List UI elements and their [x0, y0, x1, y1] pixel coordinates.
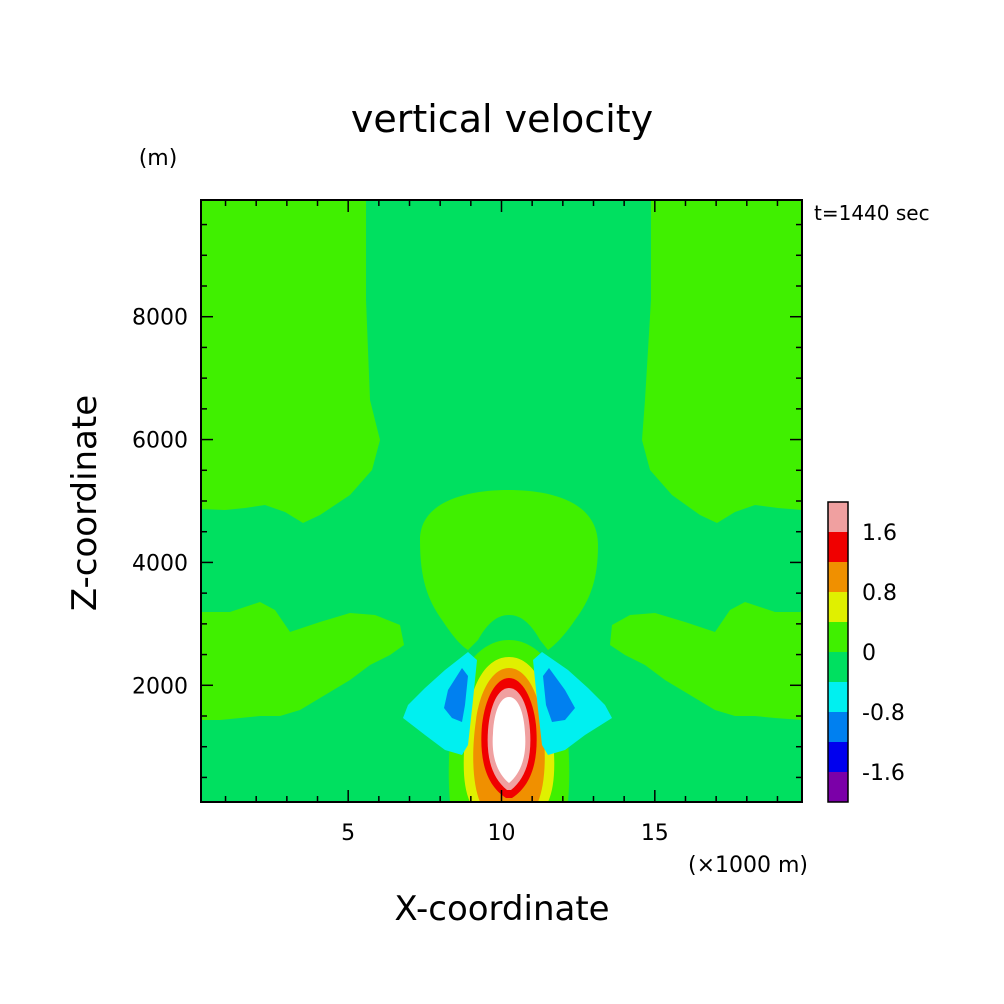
contour-field — [200, 199, 803, 803]
colorbar-swatch — [828, 772, 848, 802]
colorbar-swatch — [828, 712, 848, 742]
y-tick-label: 2000 — [132, 674, 188, 699]
y-axis-title: Z-coordinate — [65, 395, 105, 611]
colorbar-tick-label: -1.6 — [862, 761, 905, 786]
y-axis: 2000 4000 6000 8000 — [132, 223, 802, 779]
colorbar-swatch — [828, 652, 848, 682]
x-unit-label: (×1000 m) — [688, 853, 808, 878]
contour-downdraft-left-blue — [444, 668, 468, 722]
colorbar-tick-label: -0.8 — [862, 701, 905, 726]
y-unit-label: (m) — [139, 146, 178, 171]
colorbar-frame — [827, 501, 849, 803]
colorbar: 1.6 0.8 0 -0.8 -1.6 — [827, 501, 905, 803]
colorbar-swatch — [828, 682, 848, 712]
colorbar-swatch — [828, 532, 848, 562]
colorbar-swatch — [828, 502, 848, 532]
x-tick-label: 15 — [641, 821, 669, 846]
y-tick-label: 6000 — [132, 429, 188, 454]
contour-left-band — [201, 602, 404, 720]
contour-updraft-white — [492, 697, 526, 783]
x-tick-label: 5 — [341, 821, 355, 846]
contour-center-dome — [420, 490, 598, 650]
colorbar-swatch — [828, 592, 848, 622]
x-tick-label: 10 — [488, 821, 516, 846]
contour-left-upper — [201, 200, 380, 523]
contour-right-band — [610, 602, 802, 720]
colorbar-tick-label: 0 — [862, 641, 876, 666]
colorbar-tick-label: 1.6 — [862, 521, 897, 546]
x-axis: 5 10 15 — [224, 200, 779, 846]
contour-right-upper — [642, 200, 802, 523]
colorbar-swatch — [828, 742, 848, 772]
x-axis-title: X-coordinate — [394, 889, 609, 929]
y-tick-label: 8000 — [132, 306, 188, 331]
contour-downdraft-right-blue — [543, 668, 575, 722]
colorbar-swatch — [828, 562, 848, 592]
colorbar-swatch — [828, 622, 848, 652]
colorbar-tick-label: 0.8 — [862, 581, 897, 606]
chart-title: vertical velocity — [351, 97, 653, 141]
y-tick-label: 4000 — [132, 551, 188, 576]
time-label: t=1440 sec — [814, 201, 930, 225]
